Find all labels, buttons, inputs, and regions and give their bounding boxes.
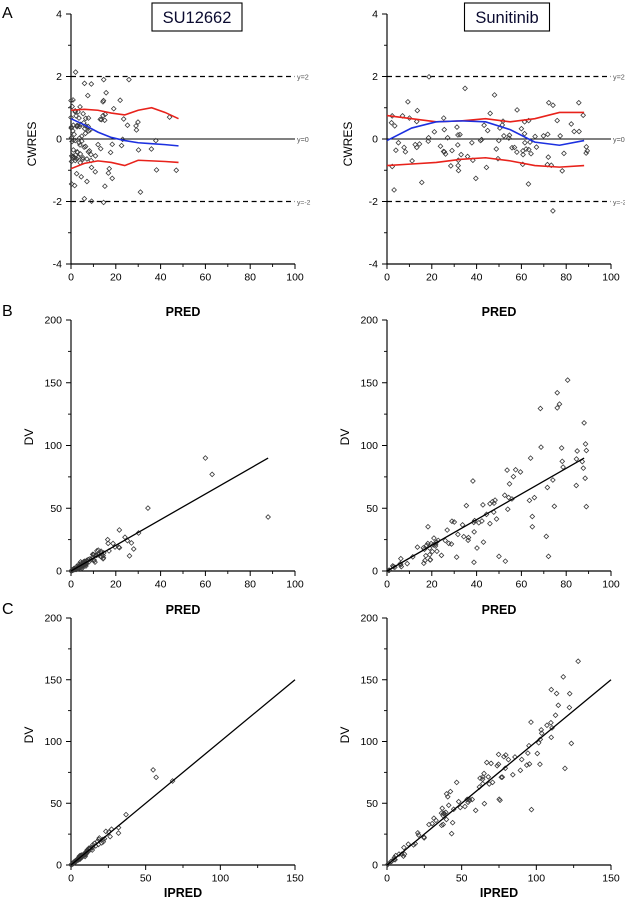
svg-text:150: 150 — [360, 674, 378, 686]
svg-text:50: 50 — [366, 503, 378, 515]
svg-text:0: 0 — [68, 272, 74, 284]
svg-text:80: 80 — [560, 272, 572, 284]
svg-text:0: 0 — [56, 134, 62, 146]
svg-text:-4: -4 — [53, 259, 62, 271]
svg-text:DV: DV — [22, 429, 36, 446]
svg-text:0: 0 — [384, 579, 390, 591]
svg-text:y=2: y=2 — [613, 73, 625, 82]
svg-text:0: 0 — [372, 860, 378, 872]
svg-text:-2: -2 — [53, 196, 62, 208]
svg-text:Sunitinib: Sunitinib — [475, 9, 538, 27]
svg-text:60: 60 — [200, 579, 212, 591]
svg-text:100: 100 — [286, 579, 304, 591]
svg-text:0: 0 — [56, 566, 62, 578]
svg-text:80: 80 — [560, 579, 572, 591]
svg-text:IPRED: IPRED — [480, 886, 518, 900]
svg-text:-4: -4 — [369, 259, 378, 271]
svg-text:SU12662: SU12662 — [163, 9, 232, 27]
svg-text:60: 60 — [516, 579, 528, 591]
svg-text:C: C — [2, 601, 14, 618]
svg-text:100: 100 — [528, 873, 546, 885]
svg-text:80: 80 — [244, 579, 256, 591]
svg-text:200: 200 — [360, 315, 378, 327]
svg-text:0: 0 — [384, 272, 390, 284]
svg-text:DV: DV — [338, 429, 352, 446]
svg-text:50: 50 — [366, 798, 378, 810]
svg-text:40: 40 — [155, 272, 167, 284]
svg-text:40: 40 — [471, 272, 483, 284]
svg-text:100: 100 — [44, 736, 62, 748]
svg-text:4: 4 — [56, 9, 62, 21]
svg-text:CWRES: CWRES — [341, 122, 355, 167]
svg-text:40: 40 — [471, 579, 483, 591]
svg-text:PRED: PRED — [482, 603, 517, 617]
svg-text:40: 40 — [155, 579, 167, 591]
svg-text:PRED: PRED — [166, 305, 201, 319]
svg-text:200: 200 — [360, 613, 378, 625]
svg-text:100: 100 — [212, 873, 230, 885]
svg-text:200: 200 — [44, 613, 62, 625]
svg-text:150: 150 — [44, 377, 62, 389]
svg-text:20: 20 — [426, 579, 438, 591]
svg-text:100: 100 — [602, 579, 620, 591]
svg-text:2: 2 — [56, 71, 62, 83]
svg-text:20: 20 — [110, 579, 122, 591]
svg-text:100: 100 — [360, 440, 378, 452]
svg-text:B: B — [2, 303, 13, 320]
svg-text:PRED: PRED — [482, 305, 517, 319]
svg-text:PRED: PRED — [166, 603, 201, 617]
svg-text:IPRED: IPRED — [164, 886, 202, 900]
svg-text:y=-2: y=-2 — [613, 200, 625, 207]
svg-text:0: 0 — [68, 873, 74, 885]
svg-text:50: 50 — [50, 798, 62, 810]
svg-text:150: 150 — [360, 377, 378, 389]
svg-text:4: 4 — [372, 9, 378, 21]
svg-text:0: 0 — [56, 860, 62, 872]
svg-text:100: 100 — [602, 272, 620, 284]
svg-text:2: 2 — [372, 71, 378, 83]
svg-text:0: 0 — [372, 134, 378, 146]
svg-text:20: 20 — [110, 272, 122, 284]
svg-text:200: 200 — [44, 315, 62, 327]
svg-text:DV: DV — [22, 727, 36, 744]
svg-text:50: 50 — [456, 873, 468, 885]
svg-text:DV: DV — [338, 727, 352, 744]
svg-text:y=-2: y=-2 — [297, 200, 311, 207]
svg-text:0: 0 — [68, 579, 74, 591]
svg-text:50: 50 — [140, 873, 152, 885]
svg-text:y=0: y=0 — [613, 135, 625, 144]
svg-text:y=2: y=2 — [297, 73, 309, 82]
svg-text:0: 0 — [384, 873, 390, 885]
svg-text:150: 150 — [286, 873, 304, 885]
svg-text:100: 100 — [44, 440, 62, 452]
svg-text:60: 60 — [200, 272, 212, 284]
svg-text:0: 0 — [372, 566, 378, 578]
svg-text:150: 150 — [44, 674, 62, 686]
svg-text:A: A — [2, 5, 13, 22]
svg-text:y=0: y=0 — [297, 135, 309, 144]
svg-text:20: 20 — [426, 272, 438, 284]
svg-text:60: 60 — [516, 272, 528, 284]
svg-text:CWRES: CWRES — [25, 122, 39, 167]
svg-text:100: 100 — [286, 272, 304, 284]
svg-text:100: 100 — [360, 736, 378, 748]
svg-text:80: 80 — [244, 272, 256, 284]
svg-text:150: 150 — [602, 873, 620, 885]
svg-text:-2: -2 — [369, 196, 378, 208]
svg-text:50: 50 — [50, 503, 62, 515]
